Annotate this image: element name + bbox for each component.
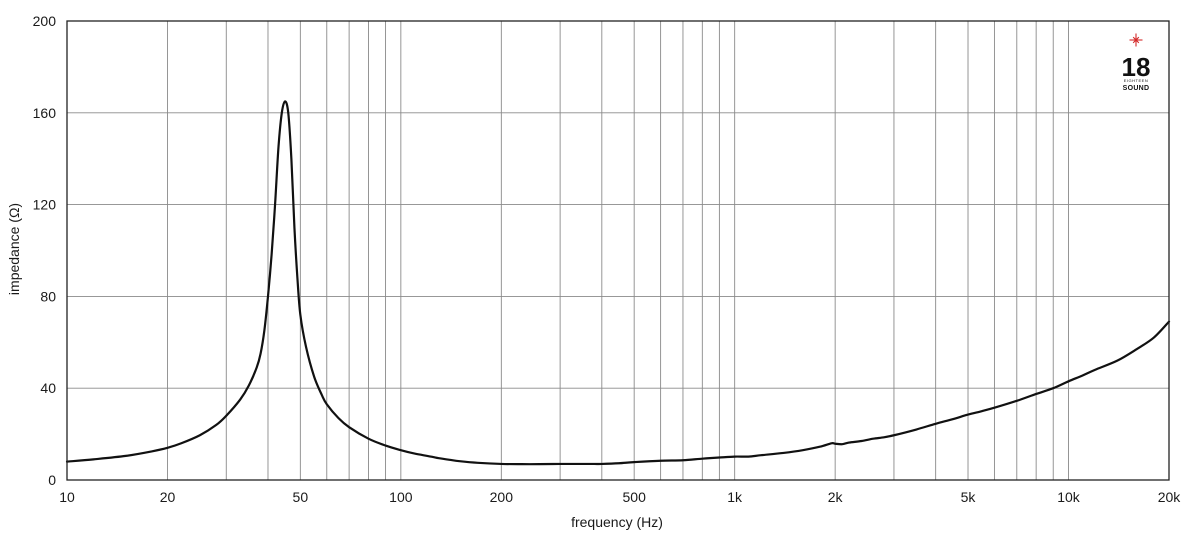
x-tick-label: 500	[623, 489, 647, 505]
logo-word: SOUND	[1123, 85, 1150, 92]
x-tick-label: 200	[490, 489, 514, 505]
impedance-curve-layer	[65, 100, 1171, 466]
logo-small-text: EIGHTEEN	[1124, 78, 1148, 83]
y-tick-label: 160	[33, 105, 57, 121]
x-tick-label: 50	[293, 489, 309, 505]
impedance-curve	[65, 100, 1171, 466]
x-tick-label: 20	[160, 489, 176, 505]
x-tick-label: 10	[59, 489, 75, 505]
x-tick-label: 10k	[1057, 489, 1081, 505]
x-tick-label: 2k	[828, 489, 844, 505]
y-tick-label: 200	[33, 13, 57, 29]
eighteen-sound-logo: 18 EIGHTEEN SOUND	[1122, 33, 1151, 92]
y-tick-label: 120	[33, 197, 57, 213]
x-axis-label: frequency (Hz)	[571, 514, 663, 530]
grid-lines	[66, 20, 1170, 481]
y-tick-labels: 0 40 80 120 160 200	[33, 13, 57, 488]
x-tick-label: 20k	[1158, 489, 1182, 505]
x-tick-label: 5k	[961, 489, 977, 505]
y-axis-label: impedance (Ω)	[6, 203, 22, 295]
x-tick-labels: 10 20 50 100 200 500 1k 2k 5k 10k 20k	[59, 489, 1181, 505]
x-tick-label: 100	[389, 489, 413, 505]
y-tick-label: 40	[40, 380, 56, 396]
y-tick-label: 80	[40, 288, 56, 304]
plot-frame	[66, 20, 1170, 481]
logo-number: 18	[1122, 52, 1151, 82]
red-star-icon	[1129, 33, 1143, 47]
y-tick-label: 0	[48, 472, 56, 488]
plot-border	[66, 20, 1170, 481]
x-tick-label: 1k	[727, 489, 743, 505]
